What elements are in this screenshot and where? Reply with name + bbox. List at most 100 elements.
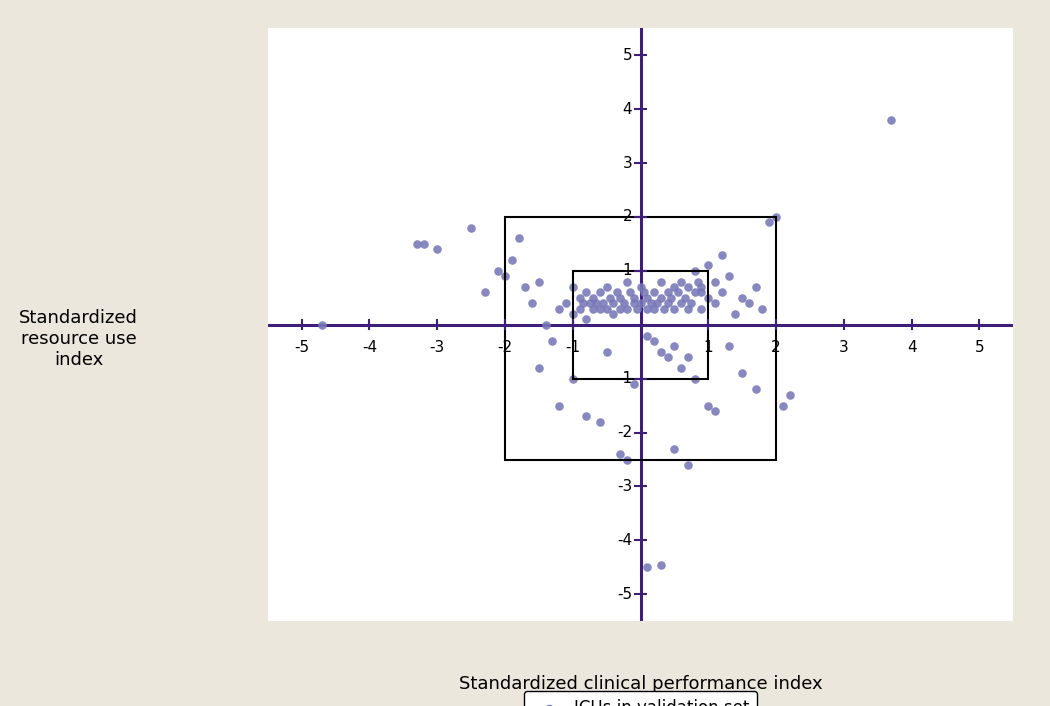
Text: 3: 3 <box>839 340 848 355</box>
Point <box>618 276 635 287</box>
Point <box>652 346 669 357</box>
Point <box>720 341 737 352</box>
Point <box>693 303 710 314</box>
Point <box>605 297 622 309</box>
Point <box>612 292 629 304</box>
Text: 3: 3 <box>623 155 632 171</box>
Point <box>693 287 710 298</box>
Point <box>538 319 554 330</box>
Point <box>591 287 608 298</box>
Text: -2: -2 <box>617 425 632 440</box>
Text: -5: -5 <box>617 587 632 602</box>
Point <box>428 244 445 255</box>
Point <box>754 303 771 314</box>
Text: -1: -1 <box>565 340 581 355</box>
Point <box>638 562 655 573</box>
Point <box>659 352 676 363</box>
Point <box>883 114 900 126</box>
Text: 5: 5 <box>623 48 632 63</box>
Point <box>700 260 717 271</box>
Point <box>585 303 602 314</box>
Point <box>646 335 663 347</box>
Point <box>761 217 778 228</box>
Point <box>652 559 669 570</box>
Text: Standardized clinical performance index: Standardized clinical performance index <box>459 675 822 693</box>
Point <box>574 297 591 309</box>
Point <box>629 303 646 314</box>
Point <box>740 297 757 309</box>
Point <box>649 297 666 309</box>
Point <box>652 292 669 304</box>
Text: -2: -2 <box>498 340 512 355</box>
Point <box>659 297 676 309</box>
Point <box>618 454 635 465</box>
Point <box>673 362 690 373</box>
Point <box>591 416 608 427</box>
Point <box>578 313 594 325</box>
Point <box>605 309 622 320</box>
Legend: ICUs in validation set: ICUs in validation set <box>524 691 757 706</box>
Point <box>635 287 652 298</box>
Point <box>643 297 659 309</box>
Point <box>612 303 629 314</box>
Point <box>503 254 520 265</box>
Point <box>679 460 696 471</box>
Point <box>564 309 581 320</box>
Text: 4: 4 <box>623 102 632 116</box>
Point <box>775 400 792 412</box>
Point <box>638 330 655 341</box>
Point <box>626 297 643 309</box>
Point <box>646 303 663 314</box>
Point <box>666 303 683 314</box>
Point <box>524 297 541 309</box>
Point <box>544 335 561 347</box>
Point <box>615 297 632 309</box>
Point <box>578 287 594 298</box>
Point <box>571 303 588 314</box>
Text: 5: 5 <box>974 340 984 355</box>
Point <box>700 292 717 304</box>
Point <box>687 265 704 277</box>
Point <box>517 282 533 293</box>
Text: 2: 2 <box>772 340 781 355</box>
Point <box>734 368 751 379</box>
Text: 1: 1 <box>704 340 713 355</box>
Point <box>558 297 574 309</box>
Point <box>663 292 679 304</box>
Point <box>707 297 723 309</box>
Point <box>551 303 568 314</box>
Point <box>551 400 568 412</box>
Point <box>687 373 704 384</box>
Text: -4: -4 <box>617 533 632 548</box>
Bar <box>505 217 776 460</box>
Point <box>638 292 655 304</box>
Point <box>781 389 798 400</box>
Point <box>588 297 605 309</box>
Point <box>598 303 615 314</box>
Point <box>666 282 683 293</box>
Point <box>656 303 673 314</box>
Point <box>530 276 547 287</box>
Point <box>415 238 432 249</box>
Point <box>707 276 723 287</box>
Point <box>638 303 655 314</box>
Point <box>571 292 588 304</box>
Point <box>707 405 723 417</box>
Point <box>530 362 547 373</box>
Point <box>598 282 615 293</box>
Text: -5: -5 <box>294 340 309 355</box>
Point <box>727 309 743 320</box>
Text: -1: -1 <box>617 371 632 386</box>
Point <box>748 282 764 293</box>
Point <box>690 276 707 287</box>
Text: 1: 1 <box>623 263 632 278</box>
Point <box>602 292 618 304</box>
Point <box>682 297 699 309</box>
Bar <box>572 271 709 378</box>
Point <box>594 297 611 309</box>
Point <box>564 282 581 293</box>
Point <box>768 211 784 222</box>
Point <box>687 287 704 298</box>
Point <box>626 378 643 390</box>
Point <box>693 282 710 293</box>
